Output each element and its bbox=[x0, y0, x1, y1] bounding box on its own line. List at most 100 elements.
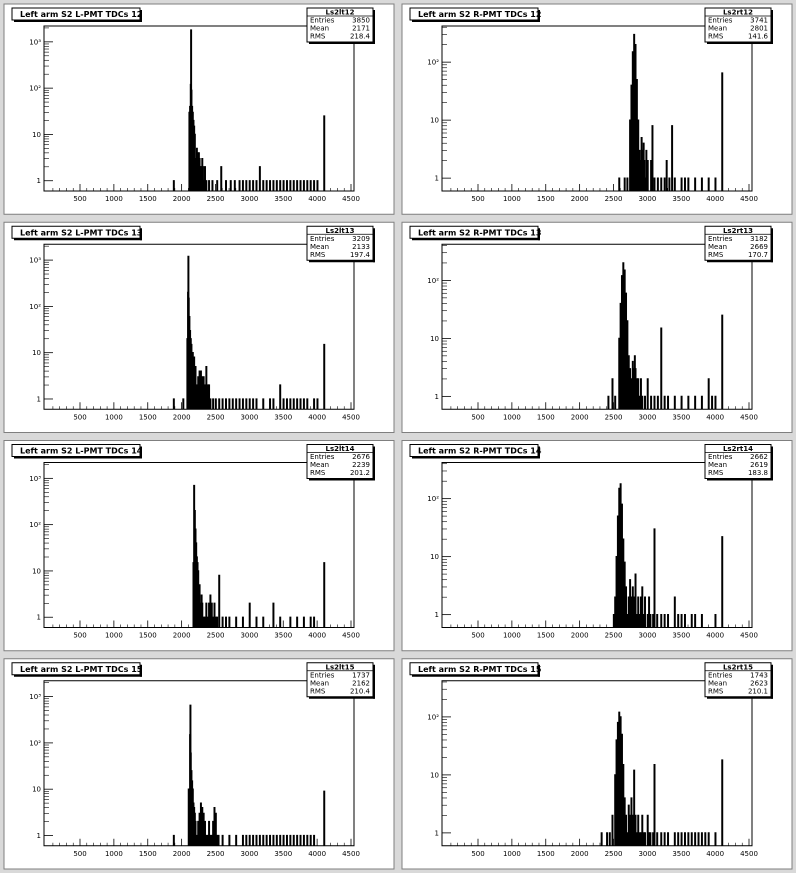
stats-box-shadow bbox=[707, 42, 773, 44]
histogram-bin bbox=[309, 616, 312, 628]
histogram-bin bbox=[208, 180, 211, 191]
histogram-bin bbox=[241, 398, 244, 410]
histogram-bin bbox=[649, 613, 652, 628]
histogram-bin bbox=[292, 834, 295, 846]
histogram-bin bbox=[721, 314, 724, 410]
title-box-shadow bbox=[412, 456, 540, 459]
x-tick-label: 4000 bbox=[308, 413, 326, 421]
stats-box-frame bbox=[704, 444, 772, 479]
x-tick-label: 2500 bbox=[207, 850, 225, 858]
histogram-bin bbox=[323, 562, 326, 628]
x-tick-label: 1000 bbox=[105, 850, 123, 858]
histogram-bin bbox=[221, 834, 224, 846]
x-tick-label: 3500 bbox=[672, 632, 690, 640]
histogram-bin bbox=[623, 561, 626, 628]
histogram-bin bbox=[309, 834, 312, 846]
histogram-bin bbox=[618, 337, 621, 410]
x-tick-label: 2500 bbox=[207, 195, 225, 203]
title-box-shadow bbox=[14, 20, 142, 22]
histogram-pad: 1 10 10² 10³ 500 1000 1500 2000 2500 3000 3500 4000… bbox=[3, 658, 395, 870]
histogram-bin bbox=[299, 834, 302, 846]
y-tick-label: 10² bbox=[29, 303, 41, 311]
histogram-bin bbox=[282, 834, 285, 846]
x-tick-label: 500 bbox=[73, 413, 86, 421]
histogram-bin bbox=[201, 602, 204, 628]
histogram-bin bbox=[638, 613, 641, 628]
pad-title-text: Left arm S2 L-PMT TDCs 13 bbox=[20, 228, 142, 237]
histogram-pad: 1 10 10² 500 1000 1500 2000 2500 3000 3500 4000 450… bbox=[401, 3, 793, 215]
histogram-bin bbox=[656, 832, 659, 846]
histogram-bin bbox=[697, 832, 700, 846]
histogram-bin bbox=[653, 177, 656, 191]
x-tick-label: 4500 bbox=[342, 632, 360, 640]
x-tick-label: 3500 bbox=[672, 195, 690, 203]
histogram-bin bbox=[279, 180, 282, 191]
stats-value: 3850 bbox=[352, 17, 370, 25]
y-tick-label: 10² bbox=[427, 713, 439, 721]
histogram-bin bbox=[663, 832, 666, 846]
histogram-bin bbox=[245, 398, 248, 410]
x-tick-label: 3500 bbox=[672, 850, 690, 858]
histogram-bin bbox=[255, 616, 258, 628]
y-tick-label: 1 bbox=[435, 393, 439, 401]
stats-label: Entries bbox=[310, 17, 335, 25]
histogram-bin bbox=[193, 356, 196, 410]
stats-label: Entries bbox=[310, 671, 335, 679]
x-tick-label: 4000 bbox=[706, 850, 724, 858]
pad-title-text: Left arm S2 L-PMT TDCs 14 bbox=[20, 447, 143, 456]
title-box-shadow bbox=[14, 456, 142, 459]
histogram-bin bbox=[182, 398, 185, 410]
histogram-bin bbox=[210, 834, 213, 846]
x-tick-label: 2000 bbox=[173, 632, 191, 640]
pad-title: Left arm S2 R-PMT TDCs 15 bbox=[409, 662, 542, 677]
histogram-bin bbox=[644, 832, 646, 846]
histogram-bin bbox=[634, 814, 637, 846]
histogram-bin bbox=[637, 378, 640, 410]
histogram-bin bbox=[296, 180, 299, 191]
histogram-bin bbox=[272, 180, 275, 191]
y-tick-label: 10² bbox=[427, 59, 439, 67]
stats-label: Mean bbox=[708, 243, 727, 251]
histogram-bin bbox=[238, 398, 241, 410]
histogram-bin bbox=[210, 602, 213, 628]
histogram-bin bbox=[653, 764, 656, 846]
histogram-bin bbox=[623, 177, 626, 191]
histogram-bin bbox=[296, 398, 299, 410]
histogram-bin bbox=[302, 616, 305, 628]
x-tick-label: 2000 bbox=[173, 195, 191, 203]
histogram-bin bbox=[631, 814, 634, 846]
histogram-bin bbox=[635, 613, 638, 628]
histogram-bin bbox=[653, 395, 656, 410]
x-tick-label: 500 bbox=[73, 632, 86, 640]
histogram-bin bbox=[631, 586, 634, 628]
histogram-bin bbox=[649, 832, 652, 846]
x-tick-label: 4500 bbox=[740, 195, 758, 203]
x-tick-label: 2500 bbox=[605, 850, 623, 858]
x-tick-label: 1500 bbox=[537, 195, 555, 203]
stats-label: Mean bbox=[708, 25, 727, 33]
histogram-bin bbox=[306, 398, 309, 410]
histogram-bin bbox=[694, 395, 697, 410]
histogram-bin bbox=[626, 320, 629, 410]
histogram-pad: 1 10 10² 10³ 500 1000 1500 2000 2500 3000 3500 4000… bbox=[3, 221, 395, 433]
stats-value: 170.7 bbox=[748, 251, 768, 259]
histogram-bin bbox=[285, 398, 288, 410]
y-tick-label: 10 bbox=[32, 786, 41, 794]
histogram-bin bbox=[221, 398, 224, 410]
pad-title-text: Left arm S2 R-PMT TDCs 12 bbox=[418, 10, 541, 19]
histogram-bin bbox=[296, 616, 299, 628]
stats-box-shadow bbox=[373, 10, 375, 44]
stats-label: RMS bbox=[310, 469, 326, 477]
stats-value: 210.1 bbox=[748, 687, 768, 695]
histogram-bin bbox=[233, 180, 236, 191]
stats-value: 2619 bbox=[750, 461, 768, 469]
title-box-shadow bbox=[538, 228, 540, 241]
histogram-bin bbox=[606, 832, 609, 846]
histogram-bin bbox=[620, 503, 623, 628]
pad-title: Left arm S2 R-PMT TDCs 13 bbox=[409, 225, 541, 241]
histogram-bin bbox=[677, 613, 680, 628]
histogram-bin bbox=[673, 596, 676, 628]
histogram-bin bbox=[633, 33, 636, 191]
